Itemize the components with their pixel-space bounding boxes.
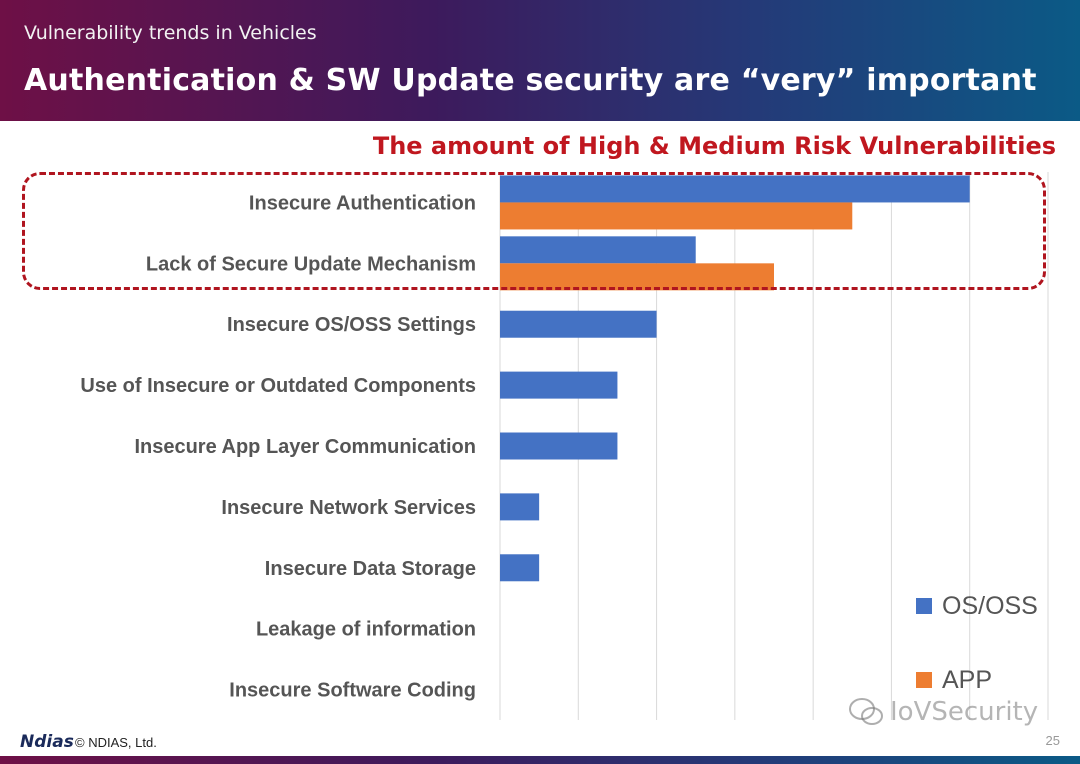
category-label: Use of Insecure or Outdated Components [80, 375, 476, 397]
bar-app [500, 263, 774, 291]
slide-subtitle: Vulnerability trends in Vehicles [24, 22, 317, 44]
category-label: Insecure Network Services [221, 497, 476, 519]
bar-os-oss [500, 432, 618, 460]
category-label: Insecure Software Coding [229, 680, 476, 702]
highlight-box [22, 172, 1046, 290]
bar-os-oss [500, 371, 618, 399]
header-banner: Vulnerability trends in Vehicles Authent… [0, 0, 1080, 121]
legend-label: OS/OSS [942, 592, 1038, 620]
watermark-text: IoVSecurity [890, 697, 1039, 727]
legend-swatch-0 [916, 598, 932, 614]
category-label: Insecure OS/OSS Settings [227, 314, 476, 336]
slide-title: Authentication & SW Update security are … [24, 63, 1037, 98]
bottom-bar [0, 756, 1080, 764]
legend-label: APP [942, 666, 992, 694]
watermark: IoVSecurity [848, 697, 1038, 727]
bar-os-oss [500, 236, 696, 264]
chat-bubble-icon [849, 698, 883, 725]
category-label: Insecure App Layer Communication [134, 436, 476, 458]
category-label: Leakage of information [256, 619, 476, 641]
ndias-logo: Ndias [20, 732, 74, 752]
bar-os-oss [500, 554, 540, 582]
category-label: Insecure Data Storage [265, 558, 476, 580]
bar-os-oss [500, 493, 540, 521]
page-number: 25 [1045, 733, 1060, 748]
bar-app [500, 202, 853, 230]
category-label: Lack of Secure Update Mechanism [146, 253, 476, 275]
copyright-text: © NDIAS, Ltd. [75, 735, 157, 750]
bar-os-oss [500, 175, 970, 203]
bar-os-oss [500, 310, 657, 338]
category-label: Insecure Authentication [249, 192, 476, 214]
legend-swatch-1 [916, 672, 932, 688]
chart-title: The amount of High & Medium Risk Vulnera… [372, 132, 1056, 160]
